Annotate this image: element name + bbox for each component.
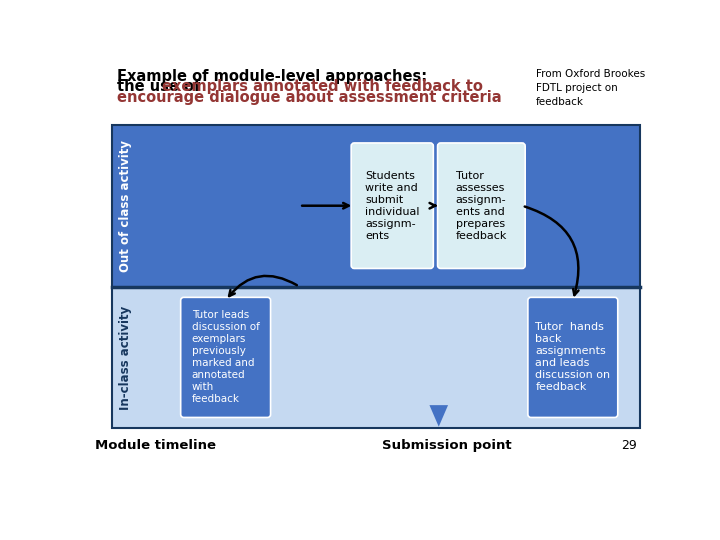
Text: exemplars annotated with feedback to: exemplars annotated with feedback to	[162, 79, 483, 94]
Bar	[112, 125, 640, 287]
Text: Students
write and
submit
individual
assignm-
ents: Students write and submit individual ass…	[365, 171, 420, 241]
FancyBboxPatch shape	[438, 143, 525, 268]
Text: encourage dialogue about assessment criteria: encourage dialogue about assessment crit…	[117, 90, 502, 105]
Bar	[112, 287, 640, 428]
Text: Tutor
assesses
assignm-
ents and
prepares
feedback: Tutor assesses assignm- ents and prepare…	[456, 171, 507, 241]
Text: Module timeline: Module timeline	[95, 440, 217, 453]
Polygon shape	[429, 405, 448, 427]
Text: Out of class activity: Out of class activity	[119, 140, 132, 272]
Text: Tutor leads
discussion of
exemplars
previously
marked and
annotated
with
feedbac: Tutor leads discussion of exemplars prev…	[192, 310, 260, 404]
Text: From Oxford Brookes
FDTL project on
feedback: From Oxford Brookes FDTL project on feed…	[536, 69, 645, 107]
Text: Submission point: Submission point	[382, 440, 511, 453]
Bar	[112, 125, 640, 428]
Text: In-class activity: In-class activity	[119, 305, 132, 409]
Text: Tutor  hands
back
assignments
and leads
discussion on
feedback: Tutor hands back assignments and leads d…	[535, 322, 611, 393]
Text: 29: 29	[621, 440, 637, 453]
FancyBboxPatch shape	[528, 298, 618, 417]
FancyBboxPatch shape	[351, 143, 433, 268]
Text: Example of module-level approaches:: Example of module-level approaches:	[117, 69, 427, 84]
Text: the use of: the use of	[117, 79, 206, 94]
FancyBboxPatch shape	[181, 298, 271, 417]
